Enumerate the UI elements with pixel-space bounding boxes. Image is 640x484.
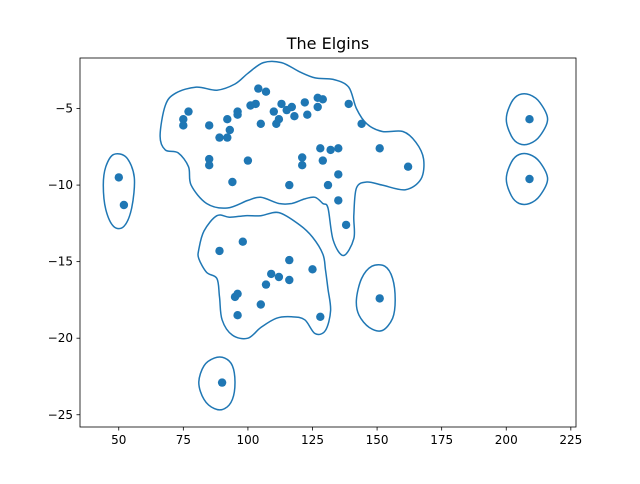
data-point [341,220,351,230]
data-point [287,102,296,112]
data-point [344,99,353,109]
data-point [205,154,214,164]
data-point [290,112,299,121]
data-point [119,200,129,210]
x-tick-label: 125 [301,433,324,447]
data-point [256,119,265,128]
plot-frame [79,57,577,428]
data-point [318,156,327,165]
data-point [375,294,384,303]
x-tick-label: 200 [495,433,518,447]
data-point [256,300,265,309]
chart-title: The Elgins [286,34,369,53]
data-point [277,99,286,109]
data-point [184,107,193,116]
data-point [298,153,307,162]
data-point [114,173,124,182]
data-point [179,121,188,130]
data-point [323,180,333,190]
data-point [238,237,247,246]
data-point [215,246,224,256]
data-point [326,145,335,155]
contour-line [197,211,332,340]
data-point [205,121,214,130]
data-point [225,125,234,135]
data-point [285,255,294,265]
x-tick-label: 50 [111,433,126,447]
data-point [334,170,343,179]
y-tick-label: −5 [55,102,73,116]
data-point [375,144,384,153]
data-point [316,312,325,321]
data-point [357,119,366,128]
x-tick-label: 100 [236,433,259,447]
data-point [233,289,242,298]
data-point [318,95,327,104]
x-tick-label: 150 [366,433,389,447]
data-point [215,133,224,142]
data-point [525,174,534,184]
contour-line [198,356,236,411]
data-point [233,311,242,320]
contour-line [505,152,549,206]
data-point [308,265,317,274]
data-point [251,99,260,109]
y-tick-label: −10 [48,178,73,192]
y-tick-label: −25 [48,408,73,422]
contour-line [505,93,549,146]
data-point [243,156,253,165]
data-point [298,161,307,170]
contour-line [159,60,425,257]
data-point [267,269,276,279]
data-point [285,275,294,285]
axes: 50 75 100 125 150 175 200 225 −5 −10 −15 −20 −25 [48,57,582,447]
data-point [300,98,309,107]
contour-lines [102,60,549,411]
data-point [179,115,188,124]
data-point [223,133,232,142]
data-point [303,110,312,119]
contour-line [102,152,136,230]
data-points [114,84,534,387]
data-point [316,144,325,153]
data-point [285,180,294,190]
data-point [403,162,413,171]
data-point [233,110,242,119]
x-tick-label: 75 [176,433,191,447]
data-point [261,87,271,96]
data-point [223,115,232,124]
data-point [274,272,284,282]
data-point [254,84,263,93]
data-point [313,102,322,112]
y-tick-label: −15 [48,255,73,269]
data-point [334,196,343,205]
data-point [205,161,214,170]
data-point [217,378,227,387]
data-point [334,144,343,153]
data-point [261,280,271,289]
data-point [269,107,278,116]
data-point [525,115,534,124]
x-tick-label: 175 [430,433,453,447]
contour-line [355,263,396,332]
data-point [228,177,237,187]
y-tick-label: −20 [48,331,73,345]
data-point [274,115,284,124]
x-tick-label: 225 [559,433,582,447]
